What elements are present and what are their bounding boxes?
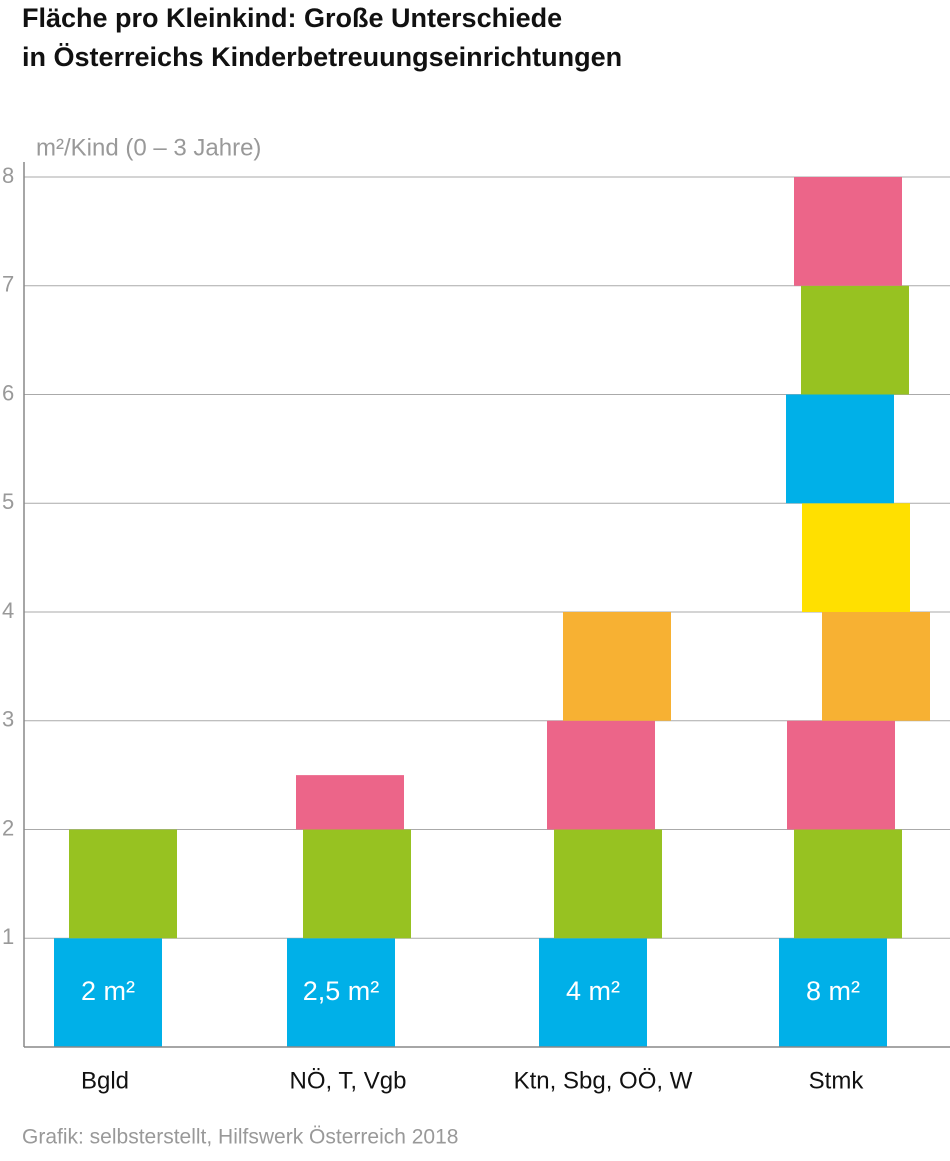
total-label: 2,5 m² [303, 976, 380, 1006]
chart-title: in Österreichs Kinderbetreuungseinrichtu… [22, 42, 622, 72]
block [539, 938, 647, 1047]
block [563, 612, 671, 721]
block [69, 829, 177, 939]
block [802, 503, 910, 612]
y-tick-label: 1 [2, 924, 14, 949]
y-tick-label: 4 [2, 598, 14, 623]
block [822, 612, 930, 721]
y-tick-label: 8 [2, 163, 14, 188]
x-tick-label: Bgld [81, 1067, 129, 1094]
block [547, 720, 655, 830]
block [296, 775, 404, 830]
block [794, 829, 902, 939]
y-tick-label: 6 [2, 380, 14, 405]
block [779, 938, 887, 1047]
chart-title: Fläche pro Kleinkind: Große Unterschiede [22, 3, 562, 33]
block [794, 177, 902, 286]
y-tick-label: 7 [2, 272, 14, 297]
x-tick-label: NÖ, T, Vgb [290, 1067, 407, 1094]
x-tick-label: Stmk [809, 1067, 865, 1094]
y-axis-title: m²/Kind (0 – 3 Jahre) [36, 134, 261, 161]
block [801, 285, 909, 395]
total-label: 8 m² [806, 976, 860, 1006]
y-tick-label: 2 [2, 815, 14, 840]
y-tick-label: 5 [2, 489, 14, 514]
block [554, 829, 662, 939]
block [287, 938, 395, 1047]
block [303, 829, 411, 939]
total-label: 4 m² [566, 976, 620, 1006]
block [786, 394, 894, 504]
total-label: 2 m² [81, 976, 135, 1006]
y-tick-label: 3 [2, 707, 14, 732]
source: Grafik: selbsterstellt, Hilfswerk Österr… [22, 1126, 458, 1149]
block [54, 938, 162, 1047]
x-tick-label: Ktn, Sbg, OÖ, W [514, 1067, 693, 1094]
block [787, 720, 895, 830]
